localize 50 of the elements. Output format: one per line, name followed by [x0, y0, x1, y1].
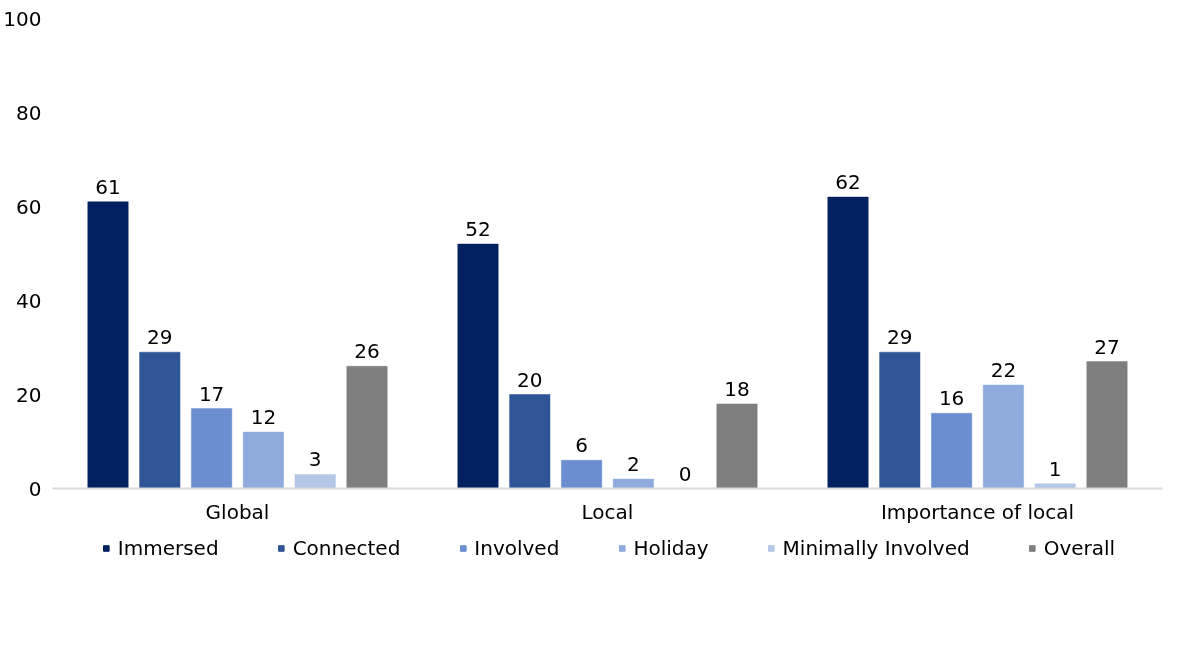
legend-label: Overall — [1043, 536, 1116, 560]
x-tick-label: Global — [205, 499, 270, 524]
legend-label: Involved — [474, 536, 560, 560]
legend-label: Connected — [292, 536, 401, 560]
y-tick-label: 60 — [16, 194, 42, 219]
data-label: 17 — [198, 381, 225, 406]
data-label: 29 — [147, 325, 173, 350]
y-tick-label: 20 — [16, 382, 42, 407]
bar — [346, 366, 388, 489]
bar — [242, 431, 284, 489]
x-tick-label: Importance of local — [880, 499, 1075, 524]
bar — [612, 478, 654, 489]
bar — [87, 201, 129, 489]
y-tick-label: 100 — [3, 6, 42, 31]
bar — [1034, 483, 1076, 489]
bar — [716, 403, 758, 489]
data-label: 22 — [990, 358, 1017, 383]
data-label: 52 — [465, 217, 491, 242]
y-tick-label: 80 — [16, 100, 42, 125]
data-label: 6 — [575, 433, 588, 458]
y-tick-label: 0 — [28, 476, 42, 501]
y-tick-label: 40 — [16, 288, 42, 313]
bar — [931, 413, 973, 489]
bar — [294, 474, 336, 489]
bar — [457, 243, 499, 489]
data-label: 27 — [1094, 334, 1120, 359]
data-label: 20 — [517, 367, 543, 392]
data-label: 0 — [678, 461, 692, 486]
data-label: 61 — [95, 174, 121, 199]
bar — [879, 351, 921, 489]
bar — [982, 384, 1024, 489]
data-label: 29 — [887, 325, 913, 350]
bar — [191, 408, 233, 489]
bar — [509, 394, 551, 489]
data-label: 2 — [627, 452, 640, 477]
bar — [561, 460, 603, 489]
legend-label: Minimally Involved — [782, 536, 970, 560]
bar — [139, 351, 181, 489]
data-label: 1 — [1048, 456, 1062, 481]
data-label: 3 — [308, 447, 322, 472]
data-label: 12 — [250, 405, 277, 430]
bar — [1086, 361, 1128, 489]
data-label: 62 — [835, 170, 861, 195]
legend-label: Holiday — [633, 536, 709, 560]
data-label: 16 — [938, 386, 965, 411]
bar — [827, 196, 869, 489]
legend-label: Immersed — [117, 536, 219, 560]
data-label: 18 — [724, 376, 750, 401]
data-label: 26 — [354, 339, 380, 364]
x-tick-label: Local — [581, 499, 634, 524]
